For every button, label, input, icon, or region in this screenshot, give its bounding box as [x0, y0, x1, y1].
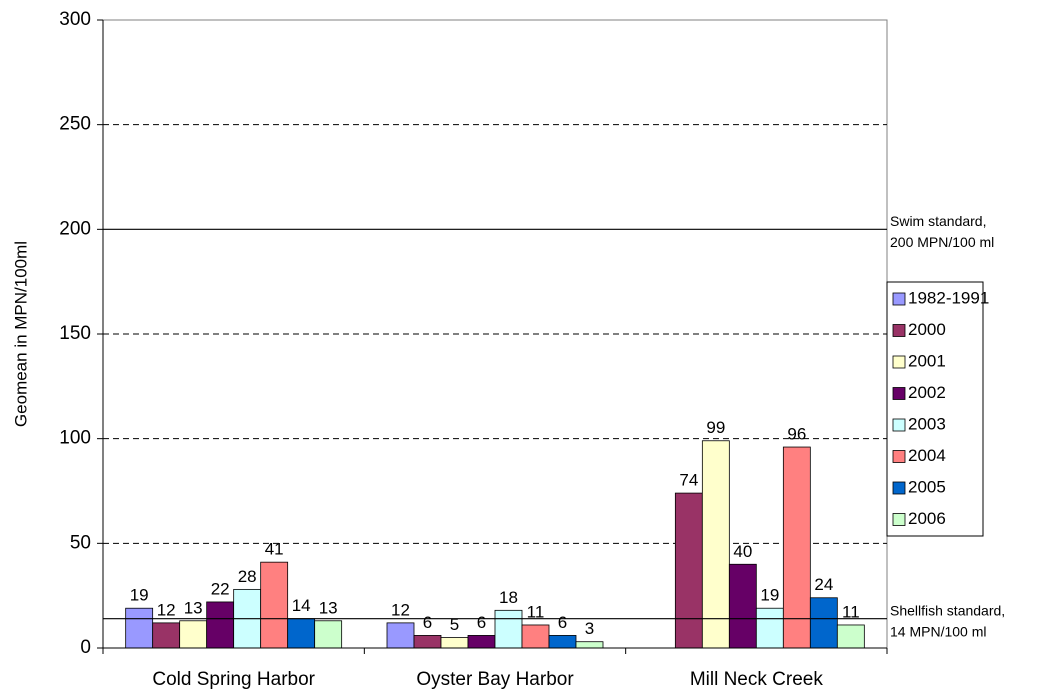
legend-label: 2004	[908, 446, 946, 465]
bar	[179, 620, 208, 649]
legend-label: 2003	[908, 414, 946, 433]
bar	[521, 624, 550, 649]
reference-label: Shellfish standard,	[890, 602, 1005, 618]
data-label: 13	[184, 598, 203, 617]
bar	[701, 440, 730, 649]
legend-label: 2002	[908, 383, 946, 402]
y-tick-label: 300	[59, 9, 91, 30]
data-label: 11	[842, 602, 860, 621]
legend-label: 2005	[908, 477, 946, 496]
bar	[152, 622, 181, 649]
bar	[125, 607, 154, 649]
legend-swatch	[892, 355, 906, 369]
bar	[728, 563, 757, 649]
bar	[809, 597, 838, 649]
data-label: 19	[760, 586, 779, 605]
data-label: 6	[423, 613, 432, 632]
y-tick-label: 150	[59, 323, 91, 344]
bar	[755, 607, 784, 649]
data-label: 14	[292, 596, 311, 615]
data-label: 74	[679, 471, 698, 490]
legend-swatch	[892, 292, 906, 306]
data-label: 18	[499, 588, 518, 607]
bar	[467, 635, 496, 649]
y-tick-label: 100	[59, 428, 91, 449]
legend-swatch	[892, 418, 906, 432]
bar	[836, 624, 865, 649]
x-tick-label: Mill Neck Creek	[690, 669, 824, 690]
data-label: 5	[450, 615, 459, 634]
bar	[206, 601, 235, 649]
data-label: 99	[706, 418, 725, 437]
data-label: 6	[558, 613, 567, 632]
legend-label: 1982-1991	[908, 288, 989, 307]
data-label: 6	[477, 613, 486, 632]
legend-label: 2006	[908, 509, 946, 528]
y-tick-label: 0	[80, 637, 91, 658]
bar	[386, 622, 415, 649]
y-tick-label: 200	[59, 218, 91, 239]
data-label: 28	[238, 567, 257, 586]
y-axis-label: Geomean in MPN/100ml	[11, 241, 30, 427]
legend-label: 2000	[908, 320, 946, 339]
y-tick-label: 250	[59, 114, 91, 135]
reference-label: Swim standard,	[890, 213, 986, 229]
bar	[494, 609, 523, 649]
legend-swatch	[892, 324, 906, 337]
bar	[782, 446, 811, 649]
legend-label: 2001	[908, 351, 946, 370]
data-label: 40	[733, 542, 752, 561]
legend-swatch	[892, 481, 906, 495]
y-tick-label: 50	[70, 532, 91, 553]
data-label: 96	[787, 425, 806, 444]
data-label: 13	[319, 598, 338, 617]
x-tick-label: Oyster Bay Harbor	[416, 669, 574, 690]
legend-swatch	[892, 513, 906, 526]
bar	[287, 618, 316, 649]
bar	[548, 635, 577, 649]
data-label: 12	[391, 600, 410, 619]
bar	[260, 561, 289, 649]
reference-label: 200 MPN/100 ml	[890, 234, 994, 250]
bar	[314, 620, 343, 649]
data-label: 24	[814, 575, 833, 594]
bar	[413, 635, 442, 649]
data-label: 22	[211, 579, 230, 598]
bar	[440, 637, 469, 649]
reference-label: 14 MPN/100 ml	[890, 623, 986, 639]
data-label: 12	[157, 600, 176, 619]
data-label: 19	[130, 586, 149, 605]
bar	[674, 492, 703, 649]
data-label: 11	[527, 602, 545, 621]
legend-swatch	[892, 387, 906, 400]
bar	[575, 641, 604, 649]
data-label: 41	[265, 540, 284, 559]
x-tick-label: Cold Spring Harbor	[152, 669, 315, 690]
data-label: 3	[585, 619, 594, 638]
legend-swatch	[892, 450, 906, 463]
